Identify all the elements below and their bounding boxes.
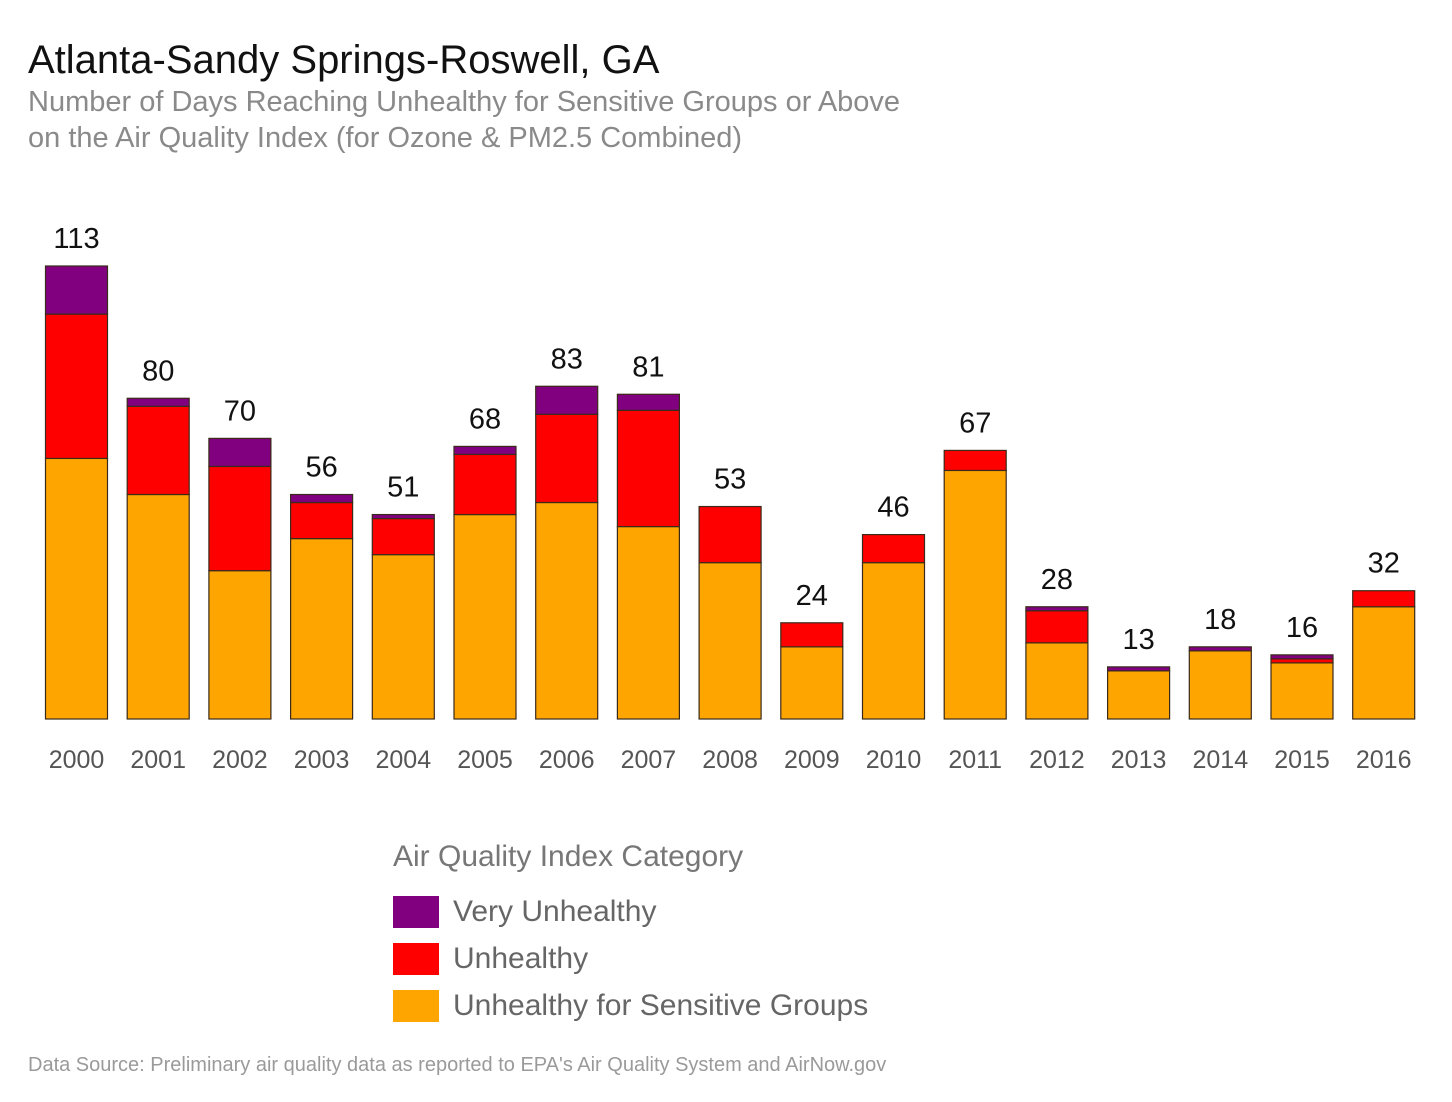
bar-2007-unhealthy (616, 409, 681, 528)
legend-label-very-unhealthy: Very Unhealthy (453, 894, 657, 928)
bar-2007-unhealthy-for-sensitive-groups (616, 525, 681, 720)
bar-2002-very-unhealthy (208, 437, 272, 468)
bar-2006-unhealthy (535, 413, 599, 504)
legend-swatch-unhealthy-sensitive (393, 989, 439, 1022)
x-tick-label-2013: 2013 (1111, 746, 1167, 774)
bar-2012-unhealthy (1025, 610, 1089, 644)
bar-2001-unhealthy (126, 405, 190, 496)
bar-2012-unhealthy-for-sensitive-groups (1025, 642, 1089, 720)
x-tick-label-2004: 2004 (375, 746, 431, 774)
bar-2016-unhealthy-for-sensitive-groups (1352, 606, 1416, 720)
x-tick-label-2000: 2000 (49, 746, 105, 774)
bar-2004-unhealthy-for-sensitive-groups (371, 554, 435, 720)
bar-2015-unhealthy-for-sensitive-groups (1270, 662, 1334, 720)
bar-total-label-2001: 80 (142, 355, 174, 387)
legend-swatch-very-unhealthy (393, 895, 439, 928)
bar-2003-unhealthy (290, 501, 354, 540)
bar-2005-unhealthy-for-sensitive-groups (453, 513, 517, 720)
bar-chart: 113 80 70 56 51 68 83 81 53 24 46 67 28 13 18 16 32 2000… (44, 223, 1416, 774)
x-tick-label-2008: 2008 (702, 746, 758, 774)
bar-2013-unhealthy-for-sensitive-groups (1106, 670, 1171, 720)
x-tick-label-2009: 2009 (784, 746, 840, 774)
bar-total-label-2015: 16 (1286, 612, 1318, 644)
bar-2002-unhealthy (208, 465, 272, 572)
bar-2006-very-unhealthy (535, 385, 599, 415)
x-tick-label-2006: 2006 (539, 746, 595, 774)
bar-2004-very-unhealthy (371, 513, 435, 520)
bar-total-label-2014: 18 (1204, 604, 1236, 636)
legend-item-unhealthy-sensitive: Unhealthy for Sensitive Groups (393, 982, 868, 1029)
bar-2011-unhealthy-for-sensitive-groups (943, 469, 1007, 720)
bar-total-label-2003: 56 (305, 452, 337, 484)
chart-subtitle-line-1: Number of Days Reaching Unhealthy for Se… (28, 86, 901, 118)
bar-total-label-2009: 24 (796, 580, 828, 612)
bar-total-label-2002: 70 (224, 395, 256, 427)
bar-total-label-2006: 83 (551, 343, 583, 375)
bar-2005-very-unhealthy (453, 445, 517, 456)
bar-2009-unhealthy (780, 622, 844, 648)
bar-2013-very-unhealthy (1106, 666, 1171, 672)
bar-2015-very-unhealthy (1270, 654, 1334, 660)
x-axis-tick-labels: 2000 2001 2002 2003 2004 2005 2006 2007 2008 2009… (49, 746, 1412, 774)
legend-label-unhealthy: Unhealthy (453, 941, 589, 975)
legend-swatch-unhealthy (393, 942, 439, 975)
bar-2002-unhealthy-for-sensitive-groups (208, 570, 272, 720)
legend-item-very-unhealthy: Very Unhealthy (393, 888, 868, 935)
legend-item-unhealthy: Unhealthy (393, 935, 868, 982)
bar-2014-unhealthy-for-sensitive-groups (1188, 650, 1252, 720)
bar-2001-very-unhealthy (126, 397, 190, 407)
bar-2011-unhealthy (943, 449, 1007, 472)
bar-2007-very-unhealthy (616, 393, 681, 411)
bar-2010-unhealthy-for-sensitive-groups (861, 562, 926, 720)
bar-total-label-2011: 67 (959, 407, 991, 439)
chart-subtitle-line-2: on the Air Quality Index (for Ozone & PM… (28, 122, 743, 154)
bar-total-label-2007: 81 (632, 351, 664, 383)
bar-total-label-2000: 113 (53, 223, 99, 255)
x-tick-label-2003: 2003 (294, 746, 350, 774)
bar-2016-unhealthy (1352, 590, 1416, 608)
bar-2000-very-unhealthy (44, 265, 109, 315)
bar-2015-unhealthy (1270, 658, 1334, 664)
x-tick-label-2010: 2010 (866, 746, 922, 774)
bar-2000-unhealthy-for-sensitive-groups (44, 457, 109, 720)
bar-total-labels: 113 80 70 56 51 68 83 81 53 24 46 67 28 13 18 16 32 (53, 223, 1399, 656)
bar-2006-unhealthy-for-sensitive-groups (535, 501, 599, 720)
bar-2005-unhealthy (453, 453, 517, 516)
x-tick-label-2014: 2014 (1192, 746, 1248, 774)
x-tick-label-2005: 2005 (457, 746, 513, 774)
legend-title: Air Quality Index Category (393, 840, 744, 873)
x-tick-label-2002: 2002 (212, 746, 268, 774)
bar-2010-unhealthy (861, 533, 926, 564)
bar-2003-very-unhealthy (290, 493, 354, 504)
x-tick-label-2015: 2015 (1274, 746, 1330, 774)
bars-layer (44, 265, 1416, 720)
bar-total-label-2008: 53 (714, 464, 746, 496)
bar-total-label-2012: 28 (1041, 564, 1073, 596)
bar-total-label-2005: 68 (469, 403, 501, 435)
bar-total-label-2004: 51 (387, 472, 419, 504)
bar-2008-unhealthy-for-sensitive-groups (698, 562, 762, 720)
bar-2012-very-unhealthy (1025, 606, 1089, 612)
bar-2001-unhealthy-for-sensitive-groups (126, 493, 190, 720)
chart-title: Atlanta-Sandy Springs-Roswell, GA (28, 38, 660, 82)
x-tick-label-2016: 2016 (1356, 746, 1412, 774)
x-tick-label-2001: 2001 (130, 746, 186, 774)
bar-total-label-2013: 13 (1122, 624, 1154, 656)
bar-2003-unhealthy-for-sensitive-groups (290, 537, 354, 720)
bar-2014-very-unhealthy (1188, 646, 1252, 652)
legend: Air Quality Index Category Very Unhealth… (393, 840, 868, 1029)
x-tick-label-2012: 2012 (1029, 746, 1085, 774)
bar-total-label-2016: 32 (1368, 548, 1400, 580)
bar-2000-unhealthy (44, 313, 109, 460)
legend-label-unhealthy-sensitive: Unhealthy for Sensitive Groups (453, 988, 869, 1022)
x-tick-label-2011: 2011 (948, 746, 1002, 774)
x-tick-label-2007: 2007 (621, 746, 677, 774)
bar-2008-unhealthy (698, 505, 762, 564)
bar-total-label-2010: 46 (877, 492, 909, 524)
bar-2009-unhealthy-for-sensitive-groups (780, 646, 844, 720)
bar-2004-unhealthy (371, 517, 435, 556)
data-source-note: Data Source: Preliminary air quality dat… (28, 1054, 887, 1076)
